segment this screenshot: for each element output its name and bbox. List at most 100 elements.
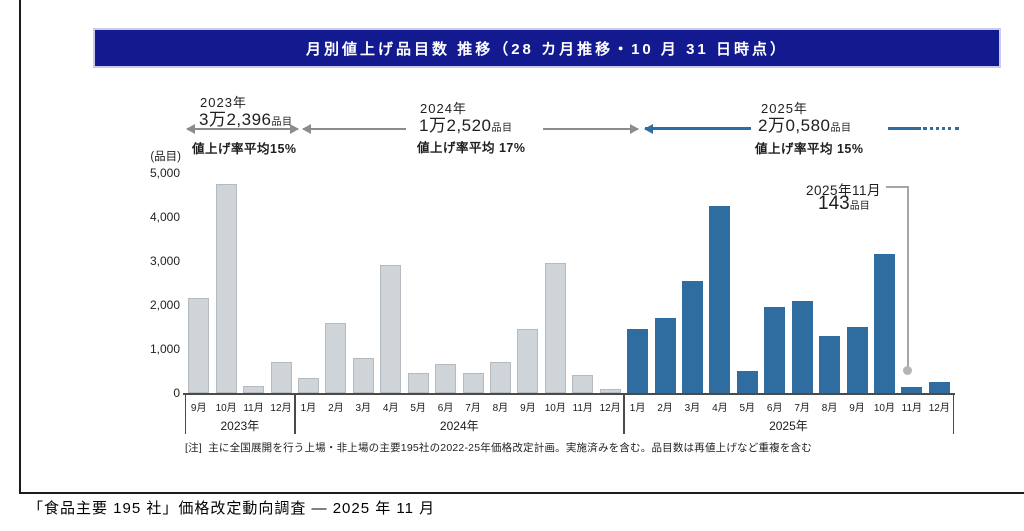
range-dotted-line-2025	[923, 127, 959, 130]
x-tick-label: 2月	[657, 403, 673, 414]
x-tick-label: 11月	[572, 403, 593, 414]
x-tick-label: 5月	[410, 403, 426, 414]
bar-2025年-10月	[873, 254, 895, 393]
bar-2025年-11月	[901, 386, 923, 393]
bar-2024年-9月	[517, 329, 539, 393]
x-axis-line	[183, 393, 955, 395]
year-label-2024年: 2024年	[439, 419, 479, 433]
x-tick-label: 10月	[544, 403, 566, 414]
callout-leader-horizontal	[886, 186, 908, 188]
bar-2025年-12月	[928, 382, 950, 393]
x-tick-label: 8月	[821, 403, 838, 414]
x-tick-label: 9月	[520, 403, 536, 414]
bar-2025年-6月	[764, 307, 786, 393]
year-divider	[952, 394, 954, 434]
bar-2023年-9月	[188, 298, 210, 393]
chart-title: 月別値上げ品目数 推移（28 カ月推移・10 月 31 日時点）	[306, 40, 788, 58]
bar-2025年-8月	[819, 335, 841, 393]
y-tick-label: 2,000	[149, 298, 180, 312]
x-tick-label: 12月	[270, 403, 292, 414]
x-tick-label: 5月	[739, 403, 756, 414]
bar-2024年-2月	[325, 322, 347, 393]
slide-frame	[19, 0, 1024, 494]
bar-2025年-3月	[681, 280, 703, 393]
year-label-2023年: 2023年	[220, 419, 260, 433]
bar-2025年-9月	[846, 327, 868, 393]
range-arrow-2025-left	[644, 123, 751, 134]
bar-2024年-12月	[599, 388, 621, 393]
annotation-2025-count: 2万0,580品目	[758, 116, 852, 135]
callout-leader-vertical	[907, 186, 909, 368]
bar-2024年-1月	[297, 377, 319, 393]
arrow-head	[290, 124, 299, 134]
bar-2024年-3月	[352, 357, 374, 393]
year-label-2025年: 2025年	[769, 419, 808, 433]
bar-2024年-8月	[489, 362, 511, 393]
annotation-2024-year: 2024年	[420, 101, 467, 116]
x-tick-label: 11月	[901, 403, 923, 414]
year-divider	[294, 394, 296, 434]
annotation-2023-avg: 値上げ率平均15%	[192, 142, 297, 156]
x-tick-label: 6月	[437, 403, 454, 414]
x-tick-label: 2月	[328, 403, 344, 414]
x-tick-label: 11月	[243, 403, 264, 414]
x-tick-label: 3月	[684, 403, 701, 414]
arrow-head	[630, 124, 639, 134]
annotation-2023-year: 2023年	[200, 95, 247, 110]
range-arrow-2023	[186, 124, 299, 134]
annotation-2025-year: 2025年	[761, 101, 808, 116]
y-axis-unit-label: (品目)	[150, 151, 181, 163]
x-tick-label: 12月	[928, 403, 950, 414]
bar-2024年-10月	[544, 263, 566, 393]
y-tick-label: 0	[173, 386, 180, 400]
annotation-2024-avg: 値上げ率平均 17%	[417, 141, 526, 155]
year-divider	[184, 394, 186, 434]
x-tick-label: 1月	[629, 403, 646, 414]
bar-2024年-6月	[435, 364, 457, 393]
chart-title-bar: 月別値上げ品目数 推移（28 カ月推移・10 月 31 日時点）	[93, 28, 1001, 68]
callout-title: 2025年11月	[806, 183, 882, 198]
x-tick-label: 8月	[492, 403, 509, 414]
arrow-head	[644, 123, 653, 134]
bar-2024年-11月	[572, 375, 594, 393]
x-tick-label: 3月	[355, 403, 372, 414]
range-arrow-2024-right	[543, 124, 639, 134]
x-tick-label: 4月	[382, 403, 399, 414]
bar-2025年-2月	[654, 318, 676, 393]
callout-value: 143品目	[818, 193, 870, 214]
footnote: [注] 主に全国展開を行う上場・非上場の主要195社の2022-25年価格改定計…	[185, 440, 812, 455]
arrow-head	[186, 124, 195, 134]
x-tick-label: 9月	[190, 403, 207, 414]
bar-2024年-7月	[462, 373, 484, 393]
x-tick-label: 10月	[873, 403, 895, 414]
range-line-2025-right	[888, 127, 921, 130]
x-tick-label: 6月	[766, 403, 783, 414]
arrow-head	[302, 124, 311, 134]
x-tick-label: 1月	[300, 403, 317, 414]
bar-2024年-5月	[407, 373, 429, 393]
x-tick-label: 7月	[465, 403, 481, 414]
footnote-text: 主に全国展開を行う上場・非上場の主要195社の2022-25年価格改定計画。実施…	[208, 442, 812, 454]
x-tick-label: 7月	[794, 403, 810, 414]
bar-2025年-5月	[736, 371, 758, 393]
annotation-2025-avg: 値上げ率平均 15%	[755, 142, 864, 156]
range-arrow-2024-left	[302, 124, 406, 134]
year-divider	[623, 394, 625, 434]
bar-2025年-7月	[791, 300, 813, 393]
bar-2025年-4月	[709, 206, 731, 393]
bar-2025年-1月	[627, 329, 649, 393]
bar-2023年-12月	[270, 362, 292, 393]
x-tick-label: 4月	[712, 403, 728, 414]
x-tick-label: 9月	[849, 403, 865, 414]
bar-2024年-4月	[380, 265, 402, 393]
bar-2023年-11月	[243, 386, 265, 393]
y-tick-label: 4,000	[149, 210, 180, 224]
x-tick-label: 10月	[215, 403, 237, 414]
y-tick-label: 3,000	[149, 254, 180, 268]
annotation-2024-count: 1万2,520品目	[419, 116, 513, 135]
y-tick-label: 1,000	[149, 342, 180, 356]
callout-dot	[903, 366, 912, 375]
footnote-label: [注]	[185, 442, 202, 454]
bar-2023年-10月	[215, 184, 237, 393]
